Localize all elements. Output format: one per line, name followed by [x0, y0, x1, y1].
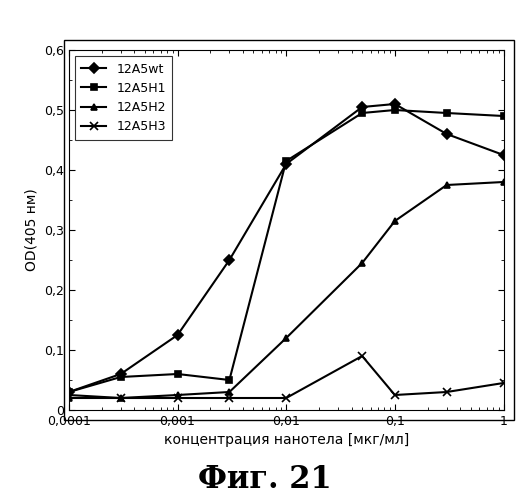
- 12A5wt: [66, 389, 72, 395]
- Y-axis label: OD(405 нм): OD(405 нм): [24, 188, 39, 272]
- 12A5H2: [283, 335, 289, 341]
- 12A5H1: [500, 113, 507, 119]
- Line: 12A5H2: 12A5H2: [65, 178, 507, 402]
- 12A5H1: [66, 389, 72, 395]
- 12A5H2: [500, 179, 507, 185]
- 12A5H3: [392, 392, 398, 398]
- 12A5H2: [118, 395, 124, 401]
- 12A5H3: [500, 380, 507, 386]
- Line: 12A5wt: 12A5wt: [65, 100, 507, 396]
- X-axis label: концентрация нанотела [мкг/мл]: концентрация нанотела [мкг/мл]: [164, 434, 409, 448]
- 12A5H3: [359, 353, 365, 359]
- 12A5H2: [444, 182, 450, 188]
- 12A5H3: [444, 389, 450, 395]
- 12A5wt: [226, 257, 233, 263]
- 12A5H1: [444, 110, 450, 116]
- 12A5H1: [359, 110, 365, 116]
- 12A5H1: [118, 374, 124, 380]
- 12A5wt: [359, 104, 365, 110]
- 12A5H1: [283, 158, 289, 164]
- 12A5wt: [283, 161, 289, 167]
- 12A5H2: [392, 218, 398, 224]
- 12A5H1: [392, 107, 398, 113]
- 12A5wt: [444, 131, 450, 137]
- 12A5H1: [226, 377, 233, 383]
- 12A5H3: [66, 392, 72, 398]
- 12A5H2: [174, 392, 181, 398]
- 12A5H3: [118, 395, 124, 401]
- 12A5H2: [359, 260, 365, 266]
- 12A5H3: [174, 395, 181, 401]
- Line: 12A5H1: 12A5H1: [65, 106, 507, 396]
- 12A5H1: [174, 371, 181, 377]
- 12A5H3: [226, 395, 233, 401]
- Text: Фиг. 21: Фиг. 21: [198, 464, 332, 496]
- 12A5wt: [174, 332, 181, 338]
- 12A5wt: [118, 371, 124, 377]
- 12A5H2: [66, 395, 72, 401]
- 12A5wt: [392, 101, 398, 107]
- 12A5wt: [500, 152, 507, 158]
- Line: 12A5H3: 12A5H3: [65, 352, 508, 402]
- Legend: 12A5wt, 12A5H1, 12A5H2, 12A5H3: 12A5wt, 12A5H1, 12A5H2, 12A5H3: [75, 56, 172, 140]
- 12A5H2: [226, 389, 233, 395]
- 12A5H3: [283, 395, 289, 401]
